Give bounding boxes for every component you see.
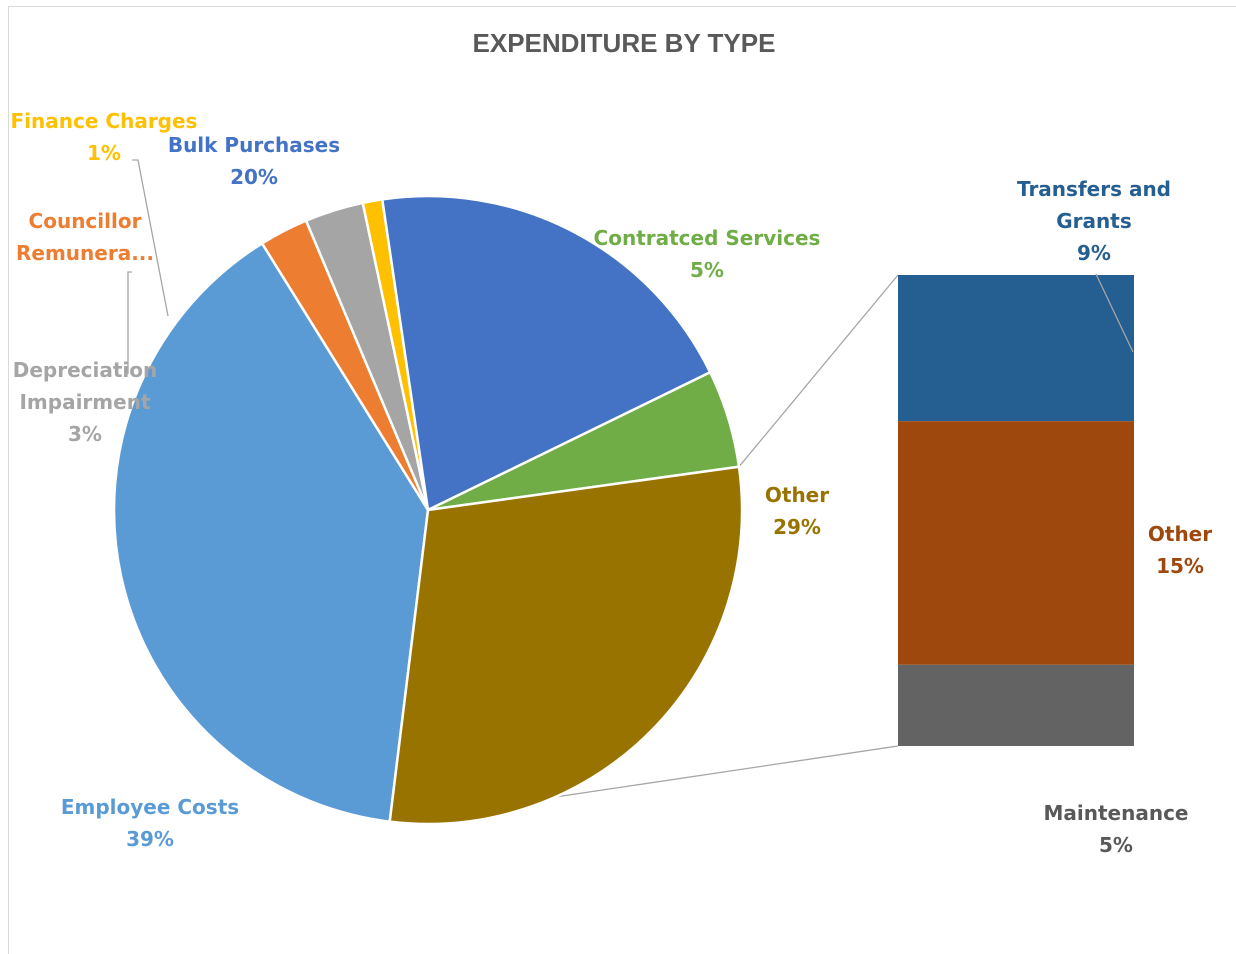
slice-other-name-label: Other (765, 483, 829, 507)
bar-transfers-and-grants-name-label: Transfers and (1017, 177, 1171, 201)
bar-transfers-and-grants-percent-label: 9% (1077, 241, 1111, 265)
leader-finance-charges (132, 159, 169, 317)
pie-slice-employee-costs (112, 242, 430, 823)
slice-finance-charges-percent-label: 1% (87, 141, 121, 165)
bar-maintenance-name-label: Maintenance (1043, 801, 1188, 825)
leader-transfers-and-grants (1095, 273, 1134, 353)
bar-segment-other (898, 421, 1134, 665)
connector-line-top (738, 274, 899, 468)
slice-councillor-remunera-name-label: Councillor (29, 209, 142, 233)
slice-bulk-purchases-name-label: Bulk Purchases (168, 133, 340, 157)
leader-councillor-remuneration (127, 271, 132, 374)
bar-segment-transfers-and-grants (898, 275, 1134, 422)
slice-councillor-remunera-name-label: Remunera... (16, 241, 154, 265)
slice-depreciation-impairment-name-label: Impairment (19, 390, 150, 414)
leader-lines (127, 159, 1134, 374)
slice-depreciation-impairment-name-label: Depreciation (13, 358, 158, 382)
pie (112, 194, 744, 826)
slice-depreciation-impairment-percent-label: 3% (68, 422, 102, 446)
slice-employee-costs-percent-label: 39% (126, 827, 174, 851)
slice-bulk-purchases-percent-label: 20% (230, 165, 278, 189)
bar-transfers-and-grants-name-label: Grants (1056, 209, 1131, 233)
bar-other-name-label: Other (1148, 522, 1212, 546)
pie-slice-bulk-purchases (381, 194, 712, 512)
chart-frame (8, 6, 1236, 954)
chart-title: EXPENDITURE BY TYPE (473, 28, 776, 58)
slice-other-percent-label: 29% (773, 515, 821, 539)
bar-maintenance-percent-label: 5% (1099, 833, 1133, 857)
slice-employee-costs-name-label: Employee Costs (61, 795, 239, 819)
slice-contratced-services-name-label: Contratced Services (594, 226, 821, 250)
bar-other-percent-label: 15% (1156, 554, 1204, 578)
pie-slice-other (388, 465, 744, 826)
bar-segment-maintenance (898, 664, 1134, 746)
slice-finance-charges-name-label: Finance Charges (11, 109, 198, 133)
breakdown-bar (898, 275, 1134, 746)
slice-contratced-services-percent-label: 5% (690, 258, 724, 282)
data-labels: Employee Costs 39% Councillor Remunera... De… (11, 109, 1213, 857)
